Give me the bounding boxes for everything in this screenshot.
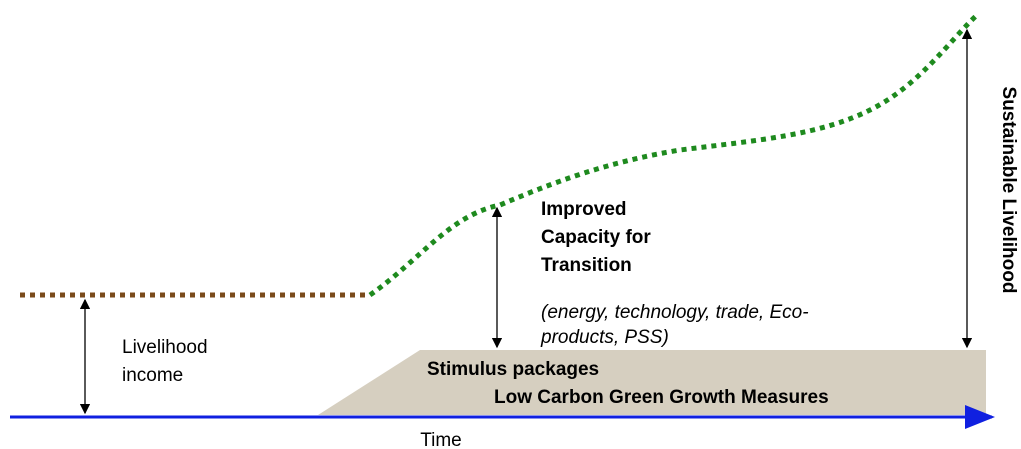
measures-label: Stimulus packages [427, 359, 599, 380]
capacity-note: products, PSS) [540, 327, 669, 348]
income-label: income [122, 365, 183, 386]
x-axis-label: Time [420, 430, 462, 449]
capacity-label: Improved [541, 199, 627, 220]
measures-band [318, 350, 986, 415]
measures-label: Low Carbon Green Growth Measures [494, 387, 829, 408]
capacity-label: Transition [541, 255, 632, 276]
capacity-label: Capacity for [541, 227, 651, 248]
outcome-label: Sustainable Livelihood [998, 87, 1019, 294]
income-label: Livelihood [122, 337, 208, 358]
growth-curve [368, 12, 980, 298]
capacity-note: (energy, technology, trade, Eco- [541, 302, 809, 323]
